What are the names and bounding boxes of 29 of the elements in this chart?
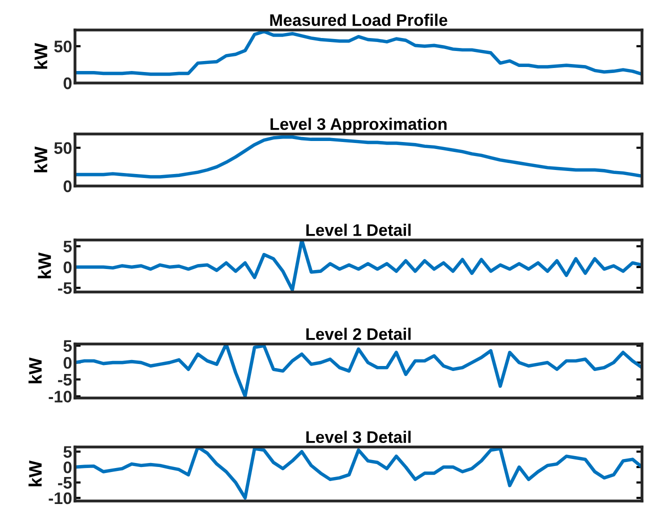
chart-title: Level 2 Detail bbox=[306, 328, 411, 340]
y-tick-label: -10 bbox=[48, 390, 72, 403]
chart-title: Level 3 Detail bbox=[306, 430, 411, 444]
y-tick-label: 0 bbox=[64, 356, 72, 369]
y-tick-label: 50 bbox=[54, 142, 72, 154]
y-tick-label: 0 bbox=[64, 180, 72, 192]
y-tick-label: -5 bbox=[58, 477, 72, 489]
line-series bbox=[75, 447, 642, 500]
y-tick-label: 5 bbox=[63, 340, 72, 352]
y-axis-title: kW bbox=[34, 146, 48, 172]
y-tick-label: -5 bbox=[58, 374, 72, 386]
line-series bbox=[75, 240, 642, 292]
line-series bbox=[75, 344, 642, 398]
chart-title: Level 3 Approximation bbox=[270, 118, 447, 134]
y-tick-label: 0 bbox=[64, 461, 72, 474]
y-tick-label: -10 bbox=[48, 492, 72, 504]
y-tick-label: 5 bbox=[63, 240, 72, 252]
y-axis-title: kW bbox=[28, 357, 42, 384]
y-tick-label: 0 bbox=[64, 77, 72, 90]
line-series bbox=[75, 135, 642, 178]
chart-title: Level 1 Detail bbox=[306, 224, 411, 236]
y-tick-label: 50 bbox=[54, 40, 72, 52]
y-tick-label: 5 bbox=[63, 446, 72, 458]
y-axis-title: kW bbox=[38, 252, 51, 278]
chart-title: Measured Load Profile bbox=[270, 14, 448, 26]
y-axis-title: kW bbox=[34, 42, 48, 69]
y-tick-label: 0 bbox=[64, 261, 72, 274]
y-tick-label: -5 bbox=[58, 282, 72, 294]
y-axis-title: kW bbox=[28, 460, 42, 486]
